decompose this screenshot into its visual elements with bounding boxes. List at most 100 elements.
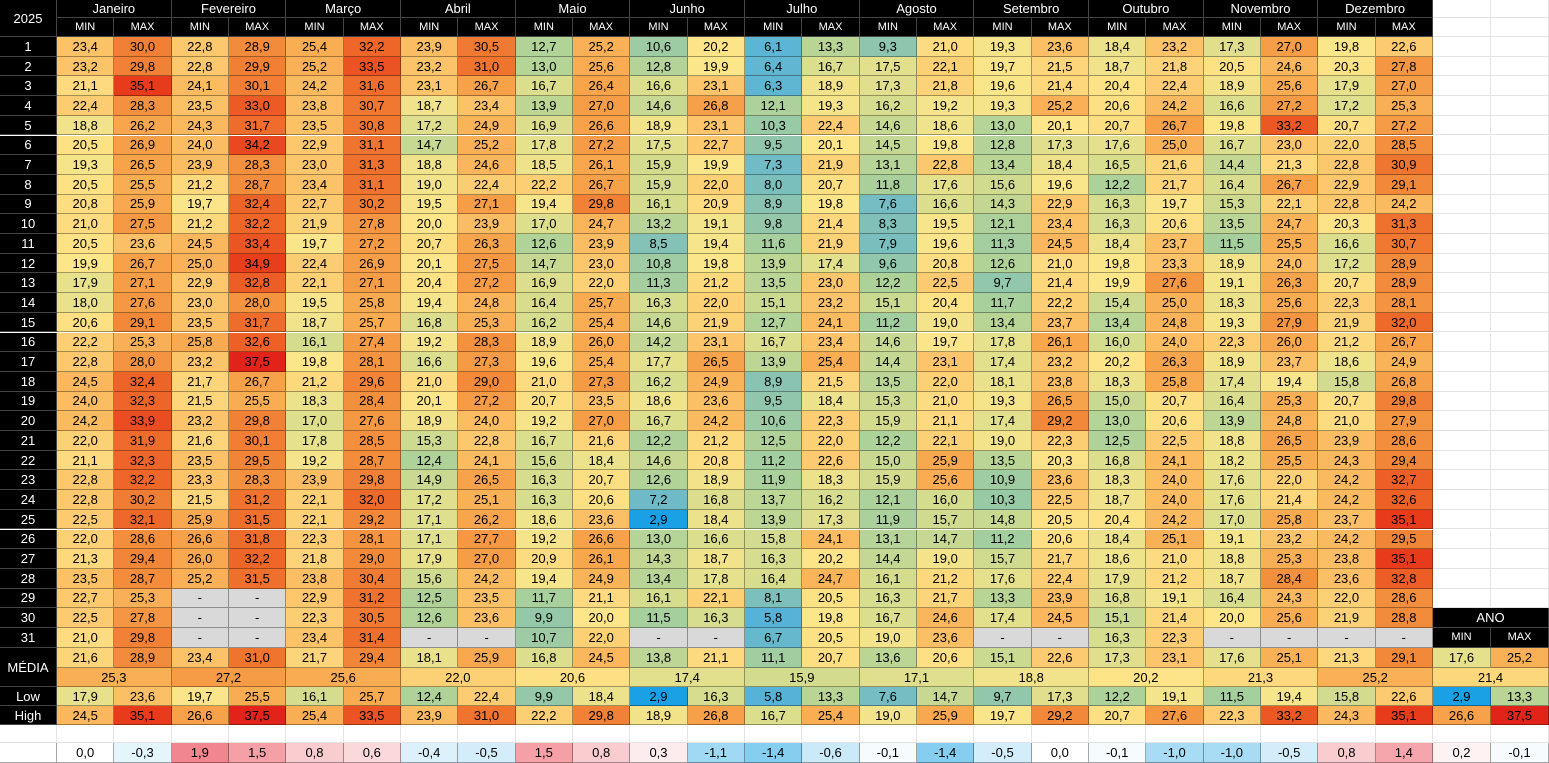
low-cell: 2,9 — [630, 687, 688, 706]
temp-cell: 24,5 — [57, 371, 115, 392]
temp-cell: 24,0 — [171, 135, 229, 156]
temp-cell: 26,7 — [229, 371, 287, 392]
temp-cell: 18,7 — [1203, 568, 1261, 589]
temp-cell: 11,7 — [974, 293, 1032, 313]
temp-cell: 13,5 — [745, 273, 803, 294]
temp-cell: 35,1 — [114, 76, 172, 97]
empty-cell — [1491, 568, 1549, 589]
temp-cell: 24,7 — [802, 568, 860, 589]
temp-cell: 25,5 — [229, 391, 287, 412]
temp-cell: 21,8 — [1146, 56, 1204, 77]
temp-cell: 16,2 — [859, 96, 917, 116]
high-cell: 26,6 — [1433, 706, 1491, 725]
temp-cell: 21,2 — [1146, 568, 1204, 589]
temp-cell: 16,4 — [1203, 588, 1261, 609]
media-cell: 23,4 — [171, 648, 229, 668]
temp-cell: 24,2 — [687, 411, 745, 431]
empty-cell — [1491, 352, 1549, 372]
temp-cell: 27,6 — [114, 293, 172, 313]
temp-cell: 24,2 — [286, 76, 344, 97]
temp-cell: 25,2 — [286, 56, 344, 77]
high-cell: 19,7 — [974, 706, 1032, 725]
temp-cell: 13,4 — [974, 155, 1032, 175]
temp-cell: 17,5 — [859, 56, 917, 77]
blank-cell — [1433, 725, 1491, 743]
temp-cell: 28,0 — [114, 352, 172, 372]
empty-cell — [1433, 214, 1491, 234]
temp-cell: 16,7 — [630, 411, 688, 431]
temp-cell: 26,6 — [573, 115, 631, 136]
temp-cell: 21,2 — [917, 568, 975, 589]
blank-cell — [515, 725, 573, 743]
temp-cell: 24,7 — [1261, 214, 1319, 234]
empty-cell — [1433, 0, 1491, 18]
day-label: 9 — [0, 194, 57, 215]
sub-header: MIN — [859, 18, 917, 37]
temp-cell: 16,4 — [745, 568, 803, 589]
temp-cell: 25,4 — [573, 312, 631, 333]
temp-cell: 29,1 — [1375, 174, 1433, 195]
sub-header: MAX — [1491, 628, 1549, 648]
temp-cell: 15,6 — [515, 450, 573, 471]
empty-cell — [1433, 253, 1491, 274]
empty-cell — [1433, 76, 1491, 97]
media-cell: 22,6 — [1031, 648, 1089, 668]
temp-cell: 21,9 — [286, 214, 344, 234]
temp-cell: 22,2 — [57, 332, 115, 353]
blank-cell — [745, 725, 803, 743]
temp-cell: 18,7 — [286, 312, 344, 333]
temp-cell: 22,5 — [57, 608, 115, 628]
temp-cell: 21,0 — [1031, 253, 1089, 274]
temp-cell: 17,4 — [974, 608, 1032, 628]
temp-cell: 22,8 — [1318, 194, 1376, 215]
temp-cell: 10,3 — [745, 115, 803, 136]
empty-cell — [1491, 529, 1549, 550]
empty-cell — [1491, 253, 1549, 274]
temp-cell: 22,0 — [917, 371, 975, 392]
temp-cell: - — [1375, 628, 1433, 648]
temp-cell: 21,4 — [1261, 490, 1319, 510]
temp-cell: 29,5 — [229, 450, 287, 471]
temp-cell: 27,2 — [343, 234, 401, 254]
day-label: 2 — [0, 56, 57, 77]
temp-cell: 14,4 — [859, 549, 917, 569]
high-cell: 29,2 — [1031, 706, 1089, 725]
high-cell: 33,5 — [343, 706, 401, 725]
temp-cell: 18,3 — [1089, 470, 1147, 491]
temp-cell: 21,0 — [917, 37, 975, 57]
temp-cell: 27,1 — [458, 194, 516, 215]
empty-cell — [1491, 18, 1549, 37]
day-label: 23 — [0, 470, 57, 491]
temp-cell: 19,4 — [515, 568, 573, 589]
month-header: Abril — [401, 0, 516, 18]
blank-cell — [401, 725, 459, 743]
temp-cell: 22,0 — [573, 628, 631, 648]
temp-cell: 23,6 — [573, 509, 631, 530]
temp-cell: 21,4 — [1146, 608, 1204, 628]
temp-cell: 25,2 — [458, 135, 516, 156]
temp-cell: 22,4 — [1146, 76, 1204, 97]
temp-cell: 20,4 — [401, 273, 459, 294]
diff-cell: -1,0 — [1203, 743, 1261, 763]
temp-cell: 11,5 — [1203, 234, 1261, 254]
temp-cell: 28,3 — [229, 155, 287, 175]
temp-cell: 19,3 — [802, 96, 860, 116]
temp-cell: 19,2 — [917, 96, 975, 116]
temp-cell: 18,4 — [573, 450, 631, 471]
temp-cell: 20,1 — [401, 391, 459, 412]
temp-cell: 13,5 — [1203, 214, 1261, 234]
diff-cell: 0,8 — [573, 743, 631, 763]
temp-cell: 19,1 — [1203, 529, 1261, 550]
temp-cell: 29,2 — [343, 509, 401, 530]
temp-cell: 17,6 — [917, 174, 975, 195]
temp-cell: 22,4 — [286, 253, 344, 274]
temp-cell: 31,8 — [229, 529, 287, 550]
temp-cell: 19,7 — [917, 332, 975, 353]
temp-cell: 19,3 — [57, 155, 115, 175]
media-cell: 21,6 — [57, 648, 115, 668]
temp-cell: 11,5 — [630, 608, 688, 628]
temp-cell: 20,5 — [1031, 509, 1089, 530]
empty-cell — [1491, 431, 1549, 451]
sub-header: MAX — [114, 18, 172, 37]
temp-cell: 17,4 — [1203, 371, 1261, 392]
